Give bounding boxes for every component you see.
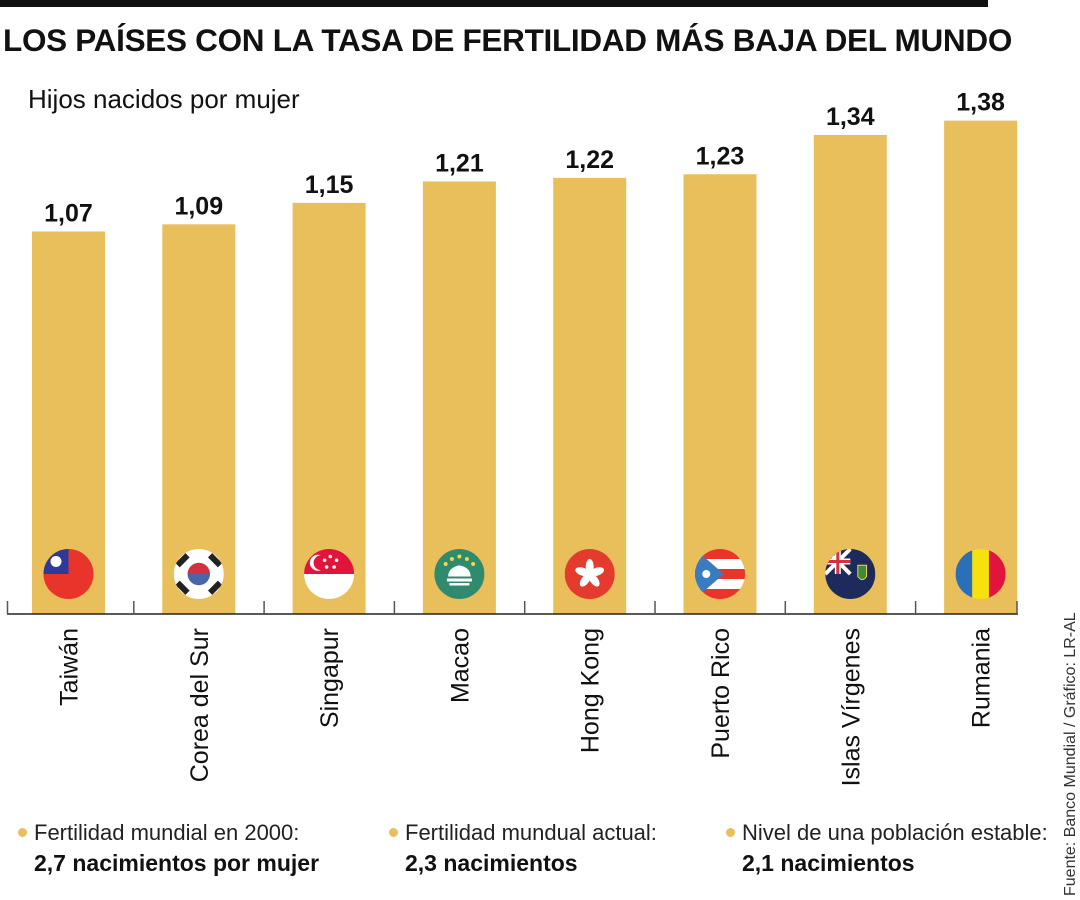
british-virgin-islands-flag-icon [825, 549, 876, 599]
bar [553, 177, 627, 614]
value-label: 1,07 [44, 199, 93, 227]
value-label: 1,23 [696, 142, 745, 170]
value-label: 1,15 [305, 171, 354, 199]
category-label: Taiwán [56, 628, 84, 706]
bar [944, 120, 1018, 615]
hong-kong-flag-icon [564, 549, 615, 599]
legend-note-1: Fertilidad mundial en 2000: 2,7 nacimien… [18, 818, 319, 878]
value-label: 1,09 [174, 192, 223, 220]
value-label: 1,21 [435, 149, 484, 177]
bullet-icon [18, 827, 27, 837]
bar [292, 202, 366, 614]
bar [683, 174, 757, 614]
legend-note-value: 2,3 nacimientos [405, 850, 578, 876]
chart-subtitle: Hijos nacidos por mujer [28, 84, 300, 114]
labels-layer: 1,07 Taiwán 1,09 Corea del Sur 1,15 Singapur 1… [44, 89, 1005, 787]
category-label: Hong Kong [577, 628, 605, 753]
category-label: Corea del Sur [186, 628, 214, 782]
category-label: Macao [446, 628, 474, 703]
x-axis [6, 601, 1018, 615]
legend-note-3: Nivel de una población estable: 2,1 naci… [726, 818, 1048, 878]
bar [813, 134, 887, 614]
taiwan-flag-icon [43, 549, 94, 599]
category-label: Singapur [316, 628, 344, 728]
category-label: Rumania [968, 628, 996, 728]
value-label: 1,22 [565, 146, 614, 174]
legend-note-value: 2,7 nacimientos por mujer [34, 850, 320, 876]
bars-layer [32, 120, 1018, 615]
category-label: Puerto Rico [707, 628, 735, 759]
category-label: Islas Vírgenes [837, 628, 865, 786]
south-korea-flag-icon [173, 549, 224, 599]
value-label: 1,38 [956, 89, 1005, 117]
legend-note-value: 2,1 nacimientos [742, 850, 915, 876]
legend-note-label: Fertilidad mundial en 2000: [34, 820, 300, 845]
puerto-rico-flag-icon [695, 549, 745, 599]
legend-note-label: Fertilidad mundual actual: [405, 820, 657, 845]
source-credit: Fuente: Banco Mundial / Gráfico: LR-AL [1062, 612, 1079, 896]
bar [422, 181, 496, 615]
top-rule [0, 0, 988, 7]
macao-flag-icon [434, 549, 485, 599]
value-label: 1,34 [826, 103, 875, 131]
singapore-flag-icon [304, 549, 355, 599]
bullet-icon [726, 827, 735, 837]
legend-note-2: Fertilidad mundual actual: 2,3 nacimient… [389, 818, 657, 878]
romania-flag-icon [955, 549, 1006, 599]
chart-title: LOS PAÍSES CON LA TASA DE FERTILIDAD MÁS… [3, 22, 1013, 58]
bullet-icon [389, 827, 398, 837]
legend-note-label: Nivel de una población estable: [742, 820, 1048, 845]
